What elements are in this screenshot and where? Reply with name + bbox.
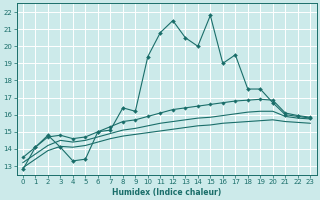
X-axis label: Humidex (Indice chaleur): Humidex (Indice chaleur) xyxy=(112,188,221,197)
